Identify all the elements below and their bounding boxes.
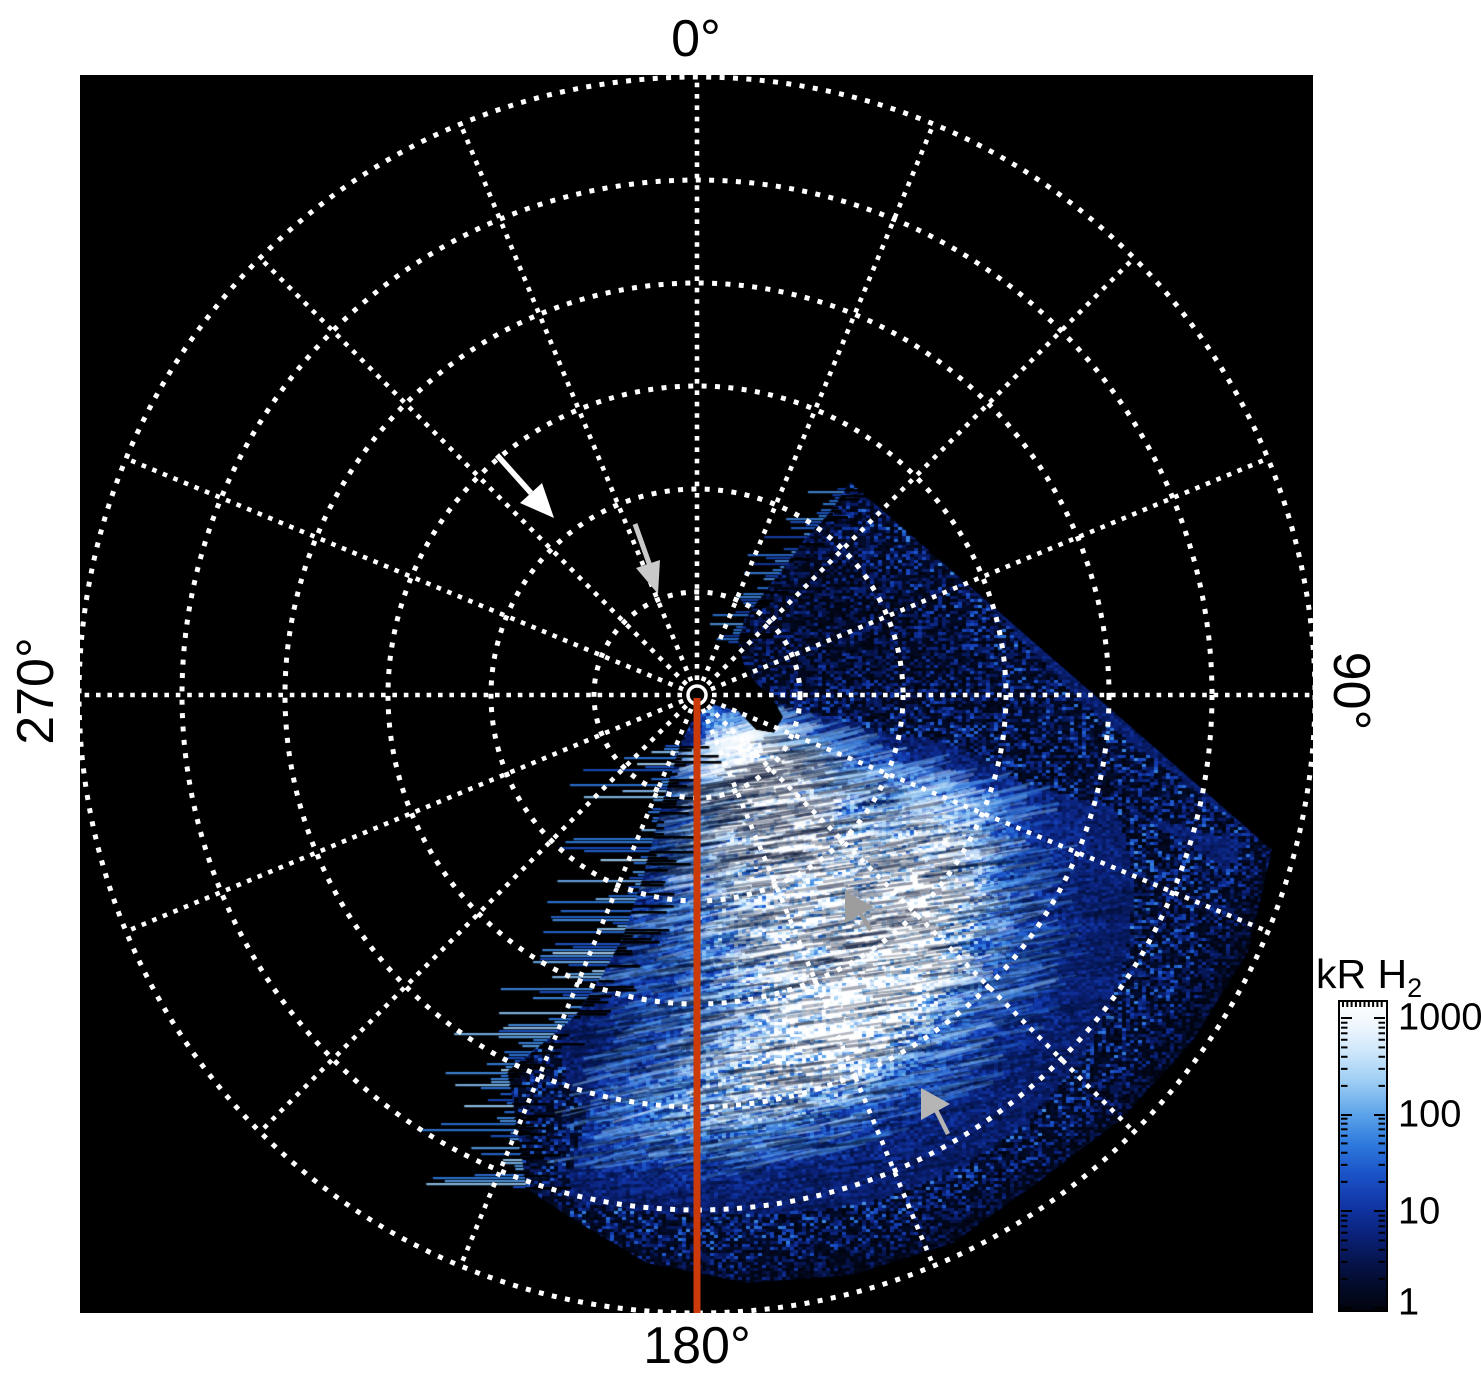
colorbar-title: kR H2 <box>1316 951 1422 1004</box>
polar-plot-canvas <box>80 75 1313 1313</box>
colorbar-gradient <box>1338 1000 1388 1312</box>
colorbar-tick-label-10: 10 <box>1398 1190 1441 1233</box>
colorbar-tick-label-100: 100 <box>1398 1093 1462 1136</box>
colorbar-tick-label-1000: 1000 <box>1398 996 1481 1039</box>
colorbar-title-main: kR H <box>1316 951 1408 997</box>
angle-label-270: 270° <box>7 637 65 745</box>
angle-label-180: 180° <box>643 1317 751 1375</box>
colorbar-title-subscript: 2 <box>1407 973 1423 1004</box>
colorbar-tick-label-1: 1 <box>1398 1281 1420 1324</box>
angle-label-0: 0° <box>671 10 721 68</box>
angle-label-90: 90° <box>1322 651 1380 731</box>
